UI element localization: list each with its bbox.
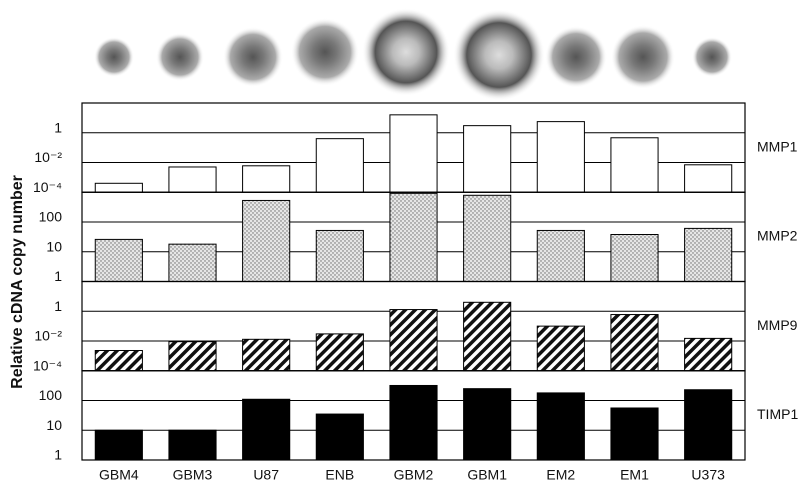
bar: [243, 200, 290, 281]
x-tick-label: U87: [253, 467, 279, 483]
x-tick-label: GBM1: [467, 467, 507, 483]
bar: [169, 167, 216, 192]
spheroid: [291, 18, 359, 86]
spheroid: [223, 27, 283, 87]
bar: [316, 334, 363, 371]
bar: [169, 244, 216, 281]
bar: [611, 408, 658, 460]
bar: [316, 414, 363, 460]
bar: [537, 326, 584, 371]
panel-label: MMP9: [757, 317, 798, 333]
spheroid: [94, 37, 134, 77]
bar: [611, 235, 658, 282]
bar: [685, 338, 732, 370]
x-tick-label: GBM3: [173, 467, 213, 483]
y-tick-label: 1: [54, 298, 62, 314]
x-tick-label: GBM2: [394, 467, 434, 483]
bar: [390, 193, 437, 281]
bar: [95, 183, 142, 192]
y-tick-label: 10⁻⁴: [33, 179, 62, 195]
bar: [537, 393, 584, 460]
x-tick-label: EM1: [620, 467, 649, 483]
y-tick-label: 1: [54, 447, 62, 463]
y-tick-label: 10⁻⁴: [33, 357, 62, 373]
panel-label: MMP1: [757, 138, 798, 154]
bar: [95, 239, 142, 281]
panel-label: MMP2: [757, 228, 798, 244]
spheroid: [611, 25, 675, 89]
bar: [611, 315, 658, 371]
bar: [169, 430, 216, 460]
y-tick-label: 100: [39, 209, 63, 225]
bar: [611, 138, 658, 192]
spheroid: [692, 37, 732, 77]
x-tick-label: EM2: [546, 467, 575, 483]
y-tick-label: 10⁻²: [34, 328, 62, 344]
bar: [464, 195, 511, 281]
y-tick-label: 1: [54, 119, 62, 135]
panel-label: TIMP1: [757, 406, 798, 422]
bar: [390, 385, 437, 460]
bar: [685, 390, 732, 460]
chart: Relative cDNA copy number 10⁻⁴ 10⁻² 1 MMP1 1…: [0, 0, 811, 485]
x-tick-label: U373: [691, 467, 725, 483]
spheroid: [453, 9, 545, 101]
bar: [243, 399, 290, 460]
bar: [537, 122, 584, 193]
y-tick-label: 10⁻²: [34, 149, 62, 165]
y-axis-label: Relative cDNA copy number: [9, 175, 26, 389]
bar: [316, 230, 363, 281]
bar: [95, 350, 142, 370]
bar: [537, 230, 584, 281]
y-tick-label: 10: [46, 417, 62, 433]
bar: [390, 115, 437, 192]
bar: [390, 310, 437, 371]
y-tick-label: 1: [54, 268, 62, 284]
y-tick-label: 100: [39, 387, 63, 403]
bar: [243, 339, 290, 370]
x-tick-label: ENB: [325, 467, 354, 483]
y-tick-label: 10: [46, 238, 62, 254]
bar: [243, 166, 290, 192]
x-tick-label: GBM4: [99, 467, 139, 483]
bar: [685, 228, 732, 281]
spheroid: [545, 26, 607, 88]
bar: [169, 342, 216, 371]
spheroid-images: [94, 8, 732, 101]
page: {"chart_data": {"type": "bar", "log_scal…: [0, 0, 811, 485]
bar: [464, 389, 511, 460]
bar: [464, 302, 511, 370]
bar: [464, 126, 511, 193]
bar: [95, 430, 142, 460]
bar: [316, 139, 363, 193]
bar: [685, 165, 732, 192]
spheroid: [156, 33, 204, 81]
spheroid: [362, 8, 450, 96]
